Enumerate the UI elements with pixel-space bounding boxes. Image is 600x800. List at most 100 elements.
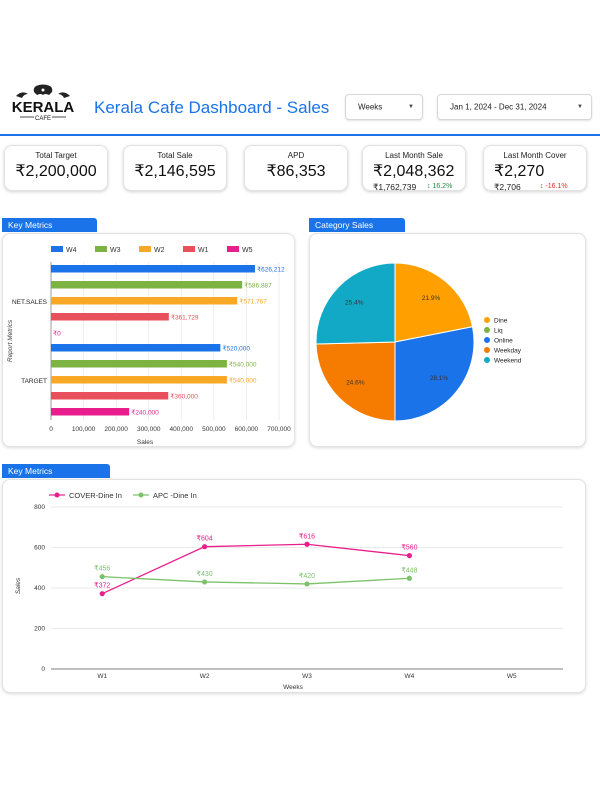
key-metrics-bar-panel: W4 W3 W2 W1 W5 0 100,000 200,000 300,000 400,000 5… bbox=[2, 233, 295, 447]
category-sales-pie-chart: 21.9% 28.1% 24.6% 25.4% Dine Liq Online Weekday… bbox=[315, 262, 522, 422]
pie-slice-label: 28.1% bbox=[430, 375, 449, 382]
legend-swatch bbox=[183, 246, 195, 252]
bar-value-label: ₹520,000 bbox=[222, 345, 250, 353]
bar bbox=[51, 408, 130, 416]
pie-slice bbox=[315, 262, 396, 345]
data-point bbox=[202, 579, 208, 585]
legend-label: W1 bbox=[198, 247, 209, 254]
kpi-previous-value: ₹1,762,739 bbox=[373, 182, 417, 192]
legend-label: APC -Dine In bbox=[153, 491, 197, 500]
x-tick-label: 100,000 bbox=[72, 426, 96, 433]
x-axis-title: Weeks bbox=[283, 684, 303, 691]
legend-dot bbox=[484, 347, 490, 353]
y-tick-label: 600 bbox=[34, 545, 45, 552]
series-line bbox=[102, 576, 410, 585]
legend-swatch bbox=[139, 246, 151, 252]
data-label: ₹616 bbox=[299, 532, 315, 540]
bar-value-label: ₹586,887 bbox=[244, 282, 272, 290]
legend-dot bbox=[484, 357, 490, 363]
kpi-delta-up: ↕ 16.2% bbox=[427, 183, 453, 190]
kpi-value: ₹2,270 bbox=[494, 163, 545, 180]
key-metrics-line-tag: Key Metrics bbox=[2, 464, 110, 478]
x-tick-label: 700,000 bbox=[267, 426, 291, 433]
x-tick-label: W3 bbox=[302, 673, 312, 680]
bar-value-label: ₹626,212 bbox=[257, 266, 285, 274]
bar-value-label: ₹240,000 bbox=[131, 409, 159, 417]
x-tick-label: W5 bbox=[507, 673, 517, 680]
bar bbox=[51, 376, 227, 384]
bar bbox=[51, 265, 255, 273]
period-dropdown[interactable]: Weeks ▼ bbox=[345, 94, 423, 120]
kpi-label: Last Month Cover bbox=[503, 151, 567, 160]
kpi-card-total-sale: Total Sale ₹2,146,595 bbox=[123, 145, 227, 191]
legend-label: COVER-Dine In bbox=[69, 491, 122, 500]
kpi-value: ₹86,353 bbox=[266, 163, 326, 180]
data-point bbox=[406, 553, 412, 559]
x-tick-label: 600,000 bbox=[235, 426, 259, 433]
legend-swatch bbox=[95, 246, 107, 252]
y-tick-label: 800 bbox=[34, 504, 45, 511]
legend-label: Weekday bbox=[494, 348, 522, 355]
key-metrics-bar-chart: W4 W3 W2 W1 W5 0 100,000 200,000 300,000 400,000 5… bbox=[7, 246, 291, 446]
bar-value-label: ₹571,767 bbox=[239, 298, 267, 306]
bar-value-label: ₹540,000 bbox=[229, 361, 257, 369]
y-category-label: TARGET bbox=[21, 378, 47, 385]
caret-down-icon: ▼ bbox=[408, 104, 414, 110]
y-tick-label: 0 bbox=[41, 666, 45, 673]
data-label: ₹560 bbox=[401, 544, 417, 552]
legend-dot bbox=[484, 317, 490, 323]
x-tick-label: 500,000 bbox=[202, 426, 226, 433]
elephant-emblem-icon bbox=[16, 84, 70, 98]
bar-value-label: ₹360,000 bbox=[170, 393, 198, 401]
data-point bbox=[406, 575, 412, 581]
x-tick-label: 400,000 bbox=[170, 426, 194, 433]
legend-dot bbox=[484, 327, 490, 333]
kerala-cafe-logo: KERALA CAFE bbox=[12, 84, 74, 122]
y-category-label: NET.SALES bbox=[12, 299, 48, 306]
key-metrics-line-chart: COVER-Dine In APC -Dine In 0 200 400 600 800 W1… bbox=[15, 491, 563, 691]
legend-label: W2 bbox=[154, 247, 165, 254]
y-tick-label: 400 bbox=[34, 585, 45, 592]
logo-wordmark: KERALA bbox=[12, 99, 74, 116]
legend-label: Online bbox=[494, 338, 513, 345]
legend-marker bbox=[54, 492, 60, 498]
data-label: ₹456 bbox=[94, 565, 110, 573]
category-sales-panel: 21.9% 28.1% 24.6% 25.4% Dine Liq Online Weekday… bbox=[309, 233, 586, 447]
legend-label: Weekend bbox=[494, 358, 522, 365]
x-axis-title: Sales bbox=[137, 439, 154, 446]
key-metrics-tag: Key Metrics bbox=[2, 218, 97, 232]
kpi-card-last-month-cover: Last Month Cover ₹2,270 ₹2,706 ↕ -16.1% bbox=[483, 145, 587, 192]
pie-slice-label: 25.4% bbox=[345, 299, 364, 306]
kpi-label: APD bbox=[287, 151, 305, 160]
bar-value-label: ₹0 bbox=[53, 330, 61, 338]
kpi-label: Last Month Sale bbox=[385, 151, 443, 160]
data-label: ₹430 bbox=[197, 570, 213, 578]
bar-value-label: ₹361,729 bbox=[171, 314, 199, 322]
kpi-label: Total Target bbox=[35, 151, 77, 160]
bar bbox=[51, 313, 169, 321]
pie-slice bbox=[315, 341, 396, 422]
x-tick-label: 300,000 bbox=[137, 426, 161, 433]
data-point bbox=[304, 541, 310, 547]
legend-label: Dine bbox=[494, 318, 508, 325]
x-tick-label: 0 bbox=[49, 426, 53, 433]
pie-slice-label: 21.9% bbox=[422, 295, 441, 302]
period-dropdown-label: Weeks bbox=[358, 102, 383, 112]
y-axis-title: Report Metrics bbox=[7, 319, 14, 362]
kpi-card-last-month-sale: Last Month Sale ₹2,048,362 ₹1,762,739 ↕ … bbox=[362, 145, 466, 192]
date-range-dropdown[interactable]: Jan 1, 2024 - Dec 31, 2024 ▼ bbox=[437, 94, 592, 120]
kpi-value: ₹2,200,000 bbox=[15, 163, 97, 180]
kpi-label: Total Sale bbox=[157, 151, 193, 160]
logo-subtext: CAFE bbox=[35, 116, 51, 122]
bar bbox=[51, 344, 221, 352]
pie-slice bbox=[394, 326, 475, 422]
data-label: ₹372 bbox=[94, 582, 110, 590]
kpi-card-total-target: Total Target ₹2,200,000 bbox=[4, 145, 108, 191]
bar-value-label: ₹540,000 bbox=[229, 377, 257, 385]
bar bbox=[51, 281, 243, 289]
date-range-label: Jan 1, 2024 - Dec 31, 2024 bbox=[450, 102, 547, 112]
header-divider bbox=[0, 134, 600, 136]
kpi-delta-down: ↕ -16.1% bbox=[540, 183, 568, 190]
x-tick-label: W2 bbox=[200, 673, 210, 680]
legend-swatch bbox=[51, 246, 63, 252]
